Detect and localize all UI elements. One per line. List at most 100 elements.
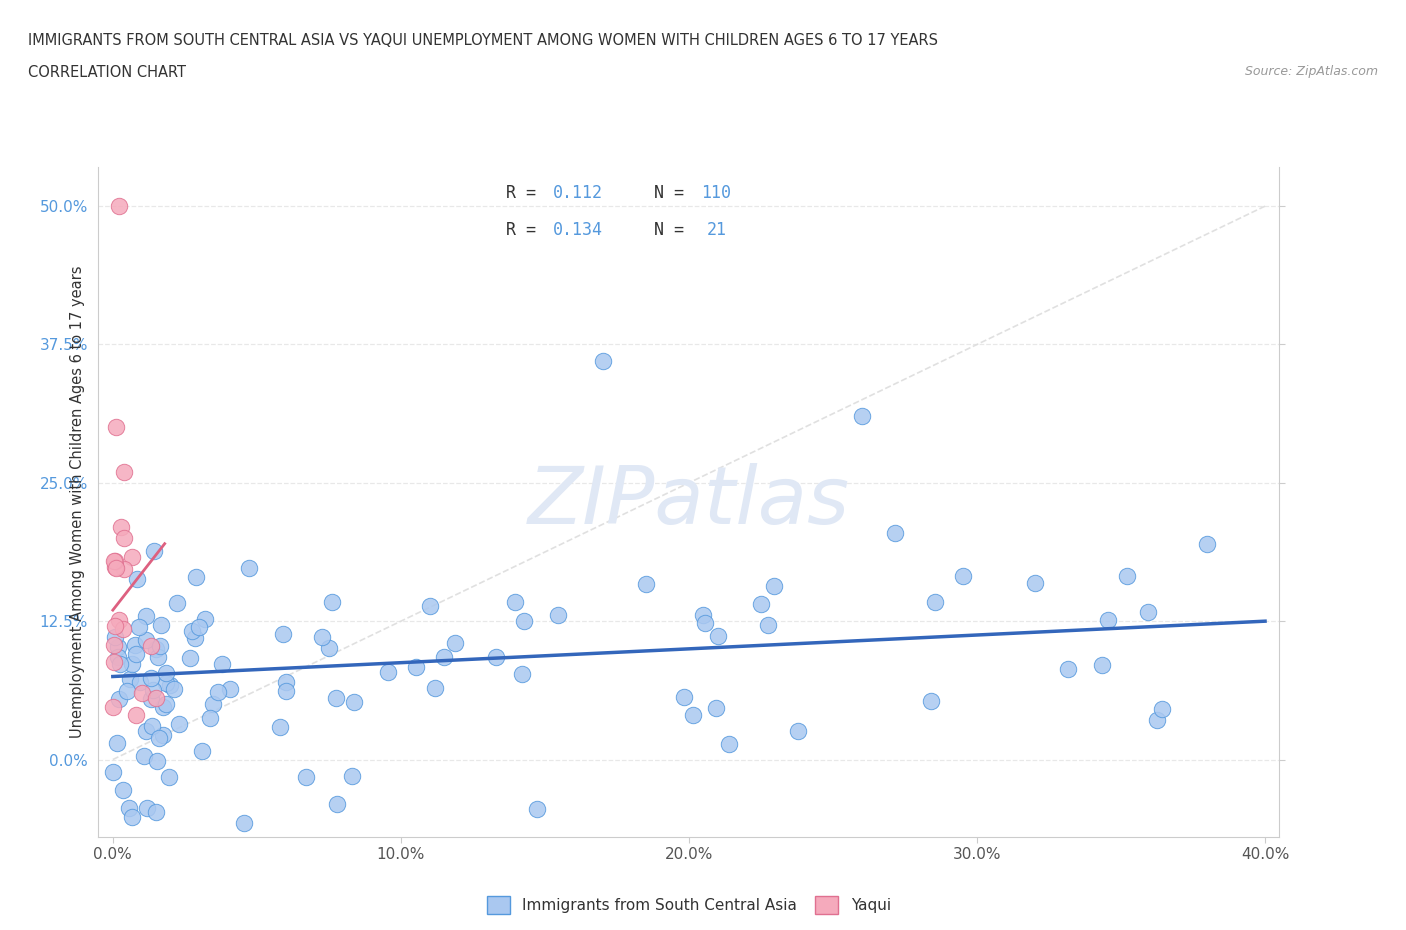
Point bbox=[148, 638, 170, 653]
Point bbox=[159, 677, 181, 692]
Point bbox=[191, 744, 214, 759]
Point bbox=[152, 699, 174, 714]
Point bbox=[547, 608, 569, 623]
Point bbox=[183, 631, 205, 645]
Point bbox=[105, 561, 128, 576]
Point bbox=[150, 618, 173, 632]
Point bbox=[756, 618, 779, 632]
Point bbox=[232, 816, 254, 830]
Text: R =: R = bbox=[506, 221, 546, 239]
Point bbox=[920, 694, 942, 709]
Point bbox=[318, 641, 340, 656]
Point bbox=[503, 594, 526, 609]
Point bbox=[762, 578, 785, 593]
Point bbox=[274, 674, 297, 689]
Point bbox=[211, 657, 233, 671]
Point bbox=[924, 594, 946, 609]
Point bbox=[717, 737, 740, 751]
Point bbox=[786, 724, 808, 739]
Point bbox=[131, 685, 153, 700]
Point bbox=[194, 611, 217, 626]
Point bbox=[1146, 713, 1168, 728]
Point bbox=[112, 464, 135, 479]
Point bbox=[124, 638, 146, 653]
Point bbox=[419, 598, 441, 613]
Point bbox=[103, 553, 125, 568]
Point bbox=[634, 577, 657, 591]
Point bbox=[141, 639, 163, 654]
Point bbox=[433, 650, 456, 665]
Point bbox=[184, 569, 207, 584]
Point bbox=[1091, 658, 1114, 672]
Point bbox=[274, 684, 297, 698]
Point bbox=[128, 619, 150, 634]
Point bbox=[115, 684, 138, 698]
Text: ZIPatlas: ZIPatlas bbox=[527, 463, 851, 541]
Point bbox=[340, 769, 363, 784]
Point bbox=[269, 720, 291, 735]
Point bbox=[1057, 661, 1080, 676]
Point bbox=[201, 697, 224, 711]
Point bbox=[325, 690, 347, 705]
Point bbox=[135, 609, 157, 624]
Point bbox=[104, 420, 127, 435]
Point bbox=[136, 801, 159, 816]
Point bbox=[145, 690, 167, 705]
Point bbox=[707, 629, 730, 644]
Point bbox=[1116, 568, 1139, 583]
Point bbox=[423, 681, 446, 696]
Point bbox=[110, 520, 132, 535]
Point bbox=[142, 682, 165, 697]
Point bbox=[1097, 613, 1119, 628]
Point bbox=[103, 637, 125, 652]
Point bbox=[121, 657, 143, 671]
Point bbox=[166, 595, 188, 610]
Point bbox=[1136, 604, 1159, 619]
Point bbox=[851, 409, 873, 424]
Point bbox=[112, 783, 135, 798]
Point bbox=[107, 691, 129, 706]
Point bbox=[104, 630, 127, 644]
Point bbox=[104, 554, 127, 569]
Point bbox=[510, 666, 533, 681]
Point bbox=[187, 620, 209, 635]
Point bbox=[135, 724, 157, 738]
Point bbox=[145, 805, 167, 820]
Point bbox=[326, 796, 349, 811]
Point bbox=[592, 353, 614, 368]
Point bbox=[157, 770, 180, 785]
Point bbox=[101, 764, 124, 779]
Text: R =: R = bbox=[506, 184, 546, 202]
Point bbox=[181, 623, 204, 638]
Point bbox=[238, 560, 260, 575]
Legend: Immigrants from South Central Asia, Yaqui: Immigrants from South Central Asia, Yaqu… bbox=[481, 890, 897, 920]
Point bbox=[1152, 701, 1174, 716]
Text: Source: ZipAtlas.com: Source: ZipAtlas.com bbox=[1244, 65, 1378, 78]
Point bbox=[143, 544, 166, 559]
Text: CORRELATION CHART: CORRELATION CHART bbox=[28, 65, 186, 80]
Text: N =: N = bbox=[654, 221, 693, 239]
Point bbox=[135, 632, 157, 647]
Point bbox=[108, 657, 131, 671]
Point bbox=[485, 650, 508, 665]
Point bbox=[512, 613, 534, 628]
Point bbox=[104, 618, 127, 633]
Point bbox=[294, 769, 316, 784]
Point bbox=[125, 646, 148, 661]
Point bbox=[107, 639, 129, 654]
Point bbox=[155, 675, 177, 690]
Text: 21: 21 bbox=[707, 221, 727, 239]
Point bbox=[198, 711, 221, 725]
Text: 0.112: 0.112 bbox=[553, 184, 603, 202]
Point bbox=[118, 801, 141, 816]
Point bbox=[179, 651, 201, 666]
Point bbox=[343, 695, 366, 710]
Point bbox=[443, 635, 465, 650]
Point bbox=[673, 689, 696, 704]
Point bbox=[692, 607, 714, 622]
Point bbox=[107, 199, 129, 214]
Point bbox=[273, 627, 295, 642]
Point bbox=[167, 717, 190, 732]
Point bbox=[152, 728, 174, 743]
Text: IMMIGRANTS FROM SOUTH CENTRAL ASIA VS YAQUI UNEMPLOYMENT AMONG WOMEN WITH CHILDR: IMMIGRANTS FROM SOUTH CENTRAL ASIA VS YA… bbox=[28, 33, 938, 47]
